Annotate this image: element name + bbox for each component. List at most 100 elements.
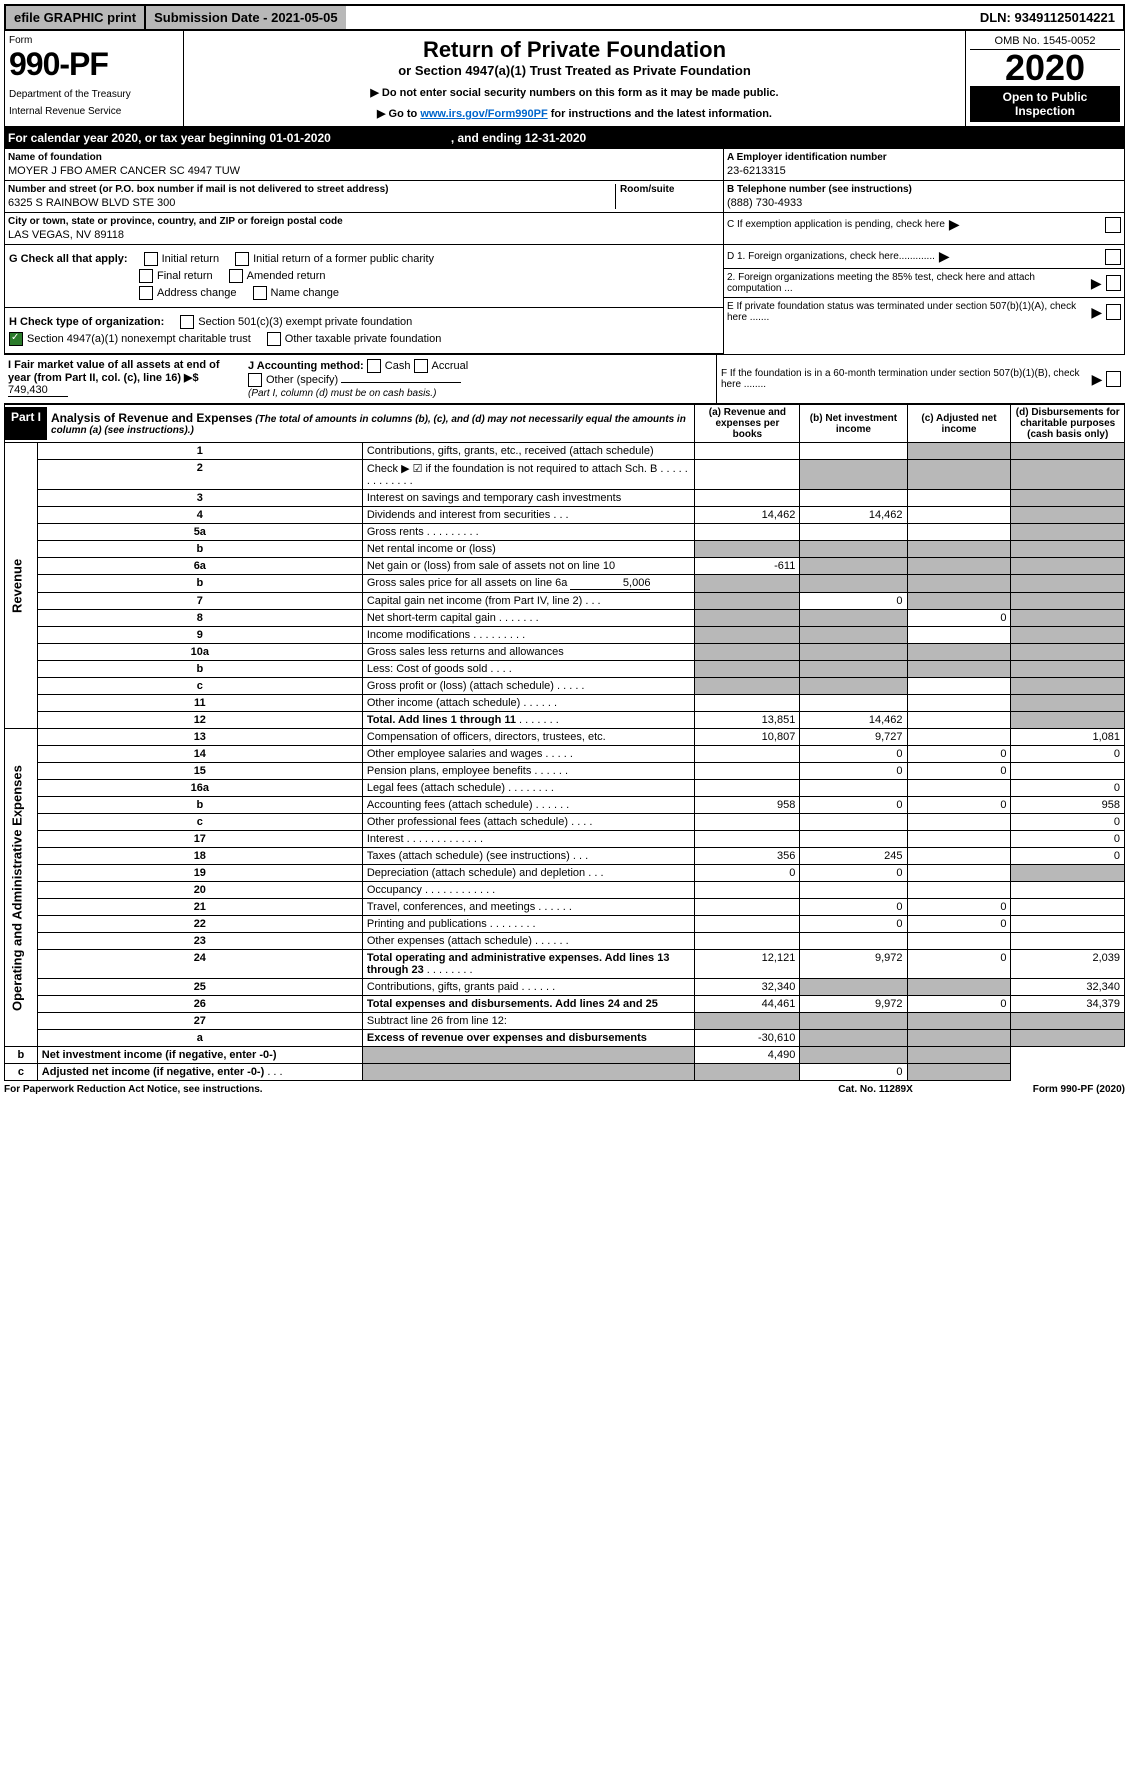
- amount-cell: [907, 593, 1011, 610]
- row-number: 27: [37, 1013, 362, 1030]
- tel-label: B Telephone number (see instructions): [727, 184, 1121, 195]
- amount-cell: [800, 882, 907, 899]
- amount-cell: [1011, 460, 1125, 490]
- amount-cell: 0: [1011, 831, 1125, 848]
- amount-cell: [907, 848, 1011, 865]
- amount-cell: [800, 460, 907, 490]
- amount-cell: 14,462: [695, 507, 800, 524]
- f-checkbox[interactable]: [1106, 371, 1121, 387]
- amount-cell: [1011, 627, 1125, 644]
- table-row: 2Check ▶ ☑ if the foundation is not requ…: [5, 460, 1125, 490]
- row-description: Other employee salaries and wages . . . …: [362, 746, 695, 763]
- d2-checkbox[interactable]: [1106, 275, 1121, 291]
- row-description: Net rental income or (loss): [362, 541, 695, 558]
- amount-cell: [695, 916, 800, 933]
- efile-print-btn[interactable]: efile GRAPHIC print: [6, 6, 146, 29]
- amount-cell: [695, 541, 800, 558]
- table-row: 12Total. Add lines 1 through 11 . . . . …: [5, 712, 1125, 729]
- amount-cell: [800, 831, 907, 848]
- other-method-cb[interactable]: [248, 373, 262, 387]
- amount-cell: [907, 460, 1011, 490]
- row-number: 13: [37, 729, 362, 746]
- section-h: H Check type of organization: Section 50…: [5, 308, 723, 354]
- amount-cell: [800, 678, 907, 695]
- amount-cell: [907, 729, 1011, 746]
- amount-cell: [907, 933, 1011, 950]
- accrual-cb[interactable]: [414, 359, 428, 373]
- cash-cb[interactable]: [367, 359, 381, 373]
- table-row: 8Net short-term capital gain . . . . . .…: [5, 610, 1125, 627]
- amount-cell: [1011, 541, 1125, 558]
- amount-cell: [907, 443, 1011, 460]
- 4947-cb[interactable]: [9, 332, 23, 346]
- row-number: 1: [37, 443, 362, 460]
- row-number: 15: [37, 763, 362, 780]
- amount-cell: 1,081: [1011, 729, 1125, 746]
- row-description: Dividends and interest from securities .…: [362, 507, 695, 524]
- initial-return-cb[interactable]: [144, 252, 158, 266]
- tel-value: (888) 730-4933: [727, 195, 1121, 209]
- other-taxable-cb[interactable]: [267, 332, 281, 346]
- amount-cell: 0: [800, 1064, 907, 1081]
- row-number: 24: [37, 950, 362, 979]
- part1-heading: Analysis of Revenue and Expenses: [51, 411, 252, 425]
- e-checkbox[interactable]: [1106, 304, 1121, 320]
- c-checkbox[interactable]: [1105, 217, 1121, 233]
- amount-cell: [362, 1047, 695, 1064]
- addr-change-cb[interactable]: [139, 286, 153, 300]
- table-row: 5aGross rents . . . . . . . . .: [5, 524, 1125, 541]
- row-description: Interest . . . . . . . . . . . . .: [362, 831, 695, 848]
- e-label: E If private foundation status was termi…: [727, 301, 1087, 323]
- amount-cell: [695, 814, 800, 831]
- amount-cell: 0: [1011, 814, 1125, 831]
- row-number: 18: [37, 848, 362, 865]
- amount-cell: 0: [800, 899, 907, 916]
- amount-cell: [695, 661, 800, 678]
- amount-cell: 356: [695, 848, 800, 865]
- table-row: 6aNet gain or (loss) from sale of assets…: [5, 558, 1125, 575]
- row-number: b: [37, 541, 362, 558]
- table-row: 7Capital gain net income (from Part IV, …: [5, 593, 1125, 610]
- amount-cell: 4,490: [695, 1047, 800, 1064]
- dln-number: DLN: 93491125014221: [972, 6, 1123, 29]
- amount-cell: [695, 524, 800, 541]
- row-number: 12: [37, 712, 362, 729]
- row-number: 2: [37, 460, 362, 490]
- i-label: I Fair market value of all assets at end…: [8, 359, 220, 384]
- h-label: H Check type of organization:: [9, 316, 164, 328]
- amount-cell: 13,851: [695, 712, 800, 729]
- department: Department of the Treasury: [9, 89, 179, 100]
- final-return-cb[interactable]: [139, 269, 153, 283]
- amount-cell: [1011, 882, 1125, 899]
- amount-cell: [800, 443, 907, 460]
- initial-former-cb[interactable]: [235, 252, 249, 266]
- table-row: cGross profit or (loss) (attach schedule…: [5, 678, 1125, 695]
- amount-cell: [695, 593, 800, 610]
- room-label: Room/suite: [620, 184, 720, 195]
- amount-cell: 0: [800, 797, 907, 814]
- amount-cell: [695, 746, 800, 763]
- amended-cb[interactable]: [229, 269, 243, 283]
- row-description: Gross rents . . . . . . . . .: [362, 524, 695, 541]
- table-row: 17Interest . . . . . . . . . . . . .0: [5, 831, 1125, 848]
- irs-link[interactable]: www.irs.gov/Form990PF: [420, 108, 547, 120]
- amount-cell: 0: [695, 865, 800, 882]
- c-exemption-label: C If exemption application is pending, c…: [727, 219, 945, 230]
- amount-cell: 0: [907, 746, 1011, 763]
- name-change-cb[interactable]: [253, 286, 267, 300]
- d1-checkbox[interactable]: [1105, 249, 1121, 265]
- amount-cell: 0: [907, 899, 1011, 916]
- row-description: Total operating and administrative expen…: [362, 950, 695, 979]
- amount-cell: [1011, 593, 1125, 610]
- row-number: b: [37, 797, 362, 814]
- amount-cell: [907, 490, 1011, 507]
- amount-cell: [907, 695, 1011, 712]
- amount-cell: [695, 933, 800, 950]
- row-description: Occupancy . . . . . . . . . . . .: [362, 882, 695, 899]
- amount-cell: [362, 1064, 695, 1081]
- row-description: Travel, conferences, and meetings . . . …: [362, 899, 695, 916]
- amount-cell: [907, 1047, 1011, 1064]
- 501c3-cb[interactable]: [180, 315, 194, 329]
- amount-cell: 958: [695, 797, 800, 814]
- row-description: Check ▶ ☑ if the foundation is not requi…: [362, 460, 695, 490]
